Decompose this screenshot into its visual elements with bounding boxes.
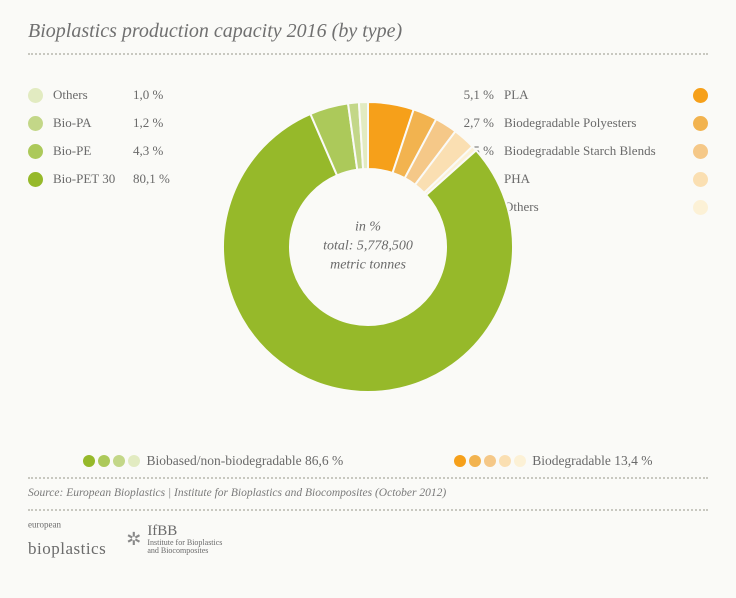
center-line-1: in % <box>303 219 433 238</box>
legend-swatch <box>693 116 708 131</box>
chart-title: Bioplastics production capacity 2016 (by… <box>28 20 708 43</box>
divider-top <box>28 53 708 55</box>
legend-dot <box>128 455 140 467</box>
center-line-2: total: 5,778,500 <box>303 238 433 257</box>
legend-pct: 5,1 % <box>448 87 494 104</box>
legend-label: PHA <box>504 171 683 188</box>
legend-row-biopet30: Bio-PET 30 80,1 % <box>28 171 208 188</box>
legend-dot <box>113 455 125 467</box>
legend-label: Others <box>53 87 123 104</box>
ifbb-main: IfBB <box>147 523 177 539</box>
legend-dot <box>484 455 496 467</box>
legend-swatch <box>28 144 43 159</box>
legend-pct: 1,2 % <box>133 115 179 132</box>
legend-swatch <box>28 172 43 187</box>
legend-row-others_l: Others 1,0 % <box>28 87 208 104</box>
legend-swatch <box>28 116 43 131</box>
legend-label: Bio-PA <box>53 115 123 132</box>
divider-mid <box>28 477 708 479</box>
group-biobased-label: Biobased/non-biodegradable 86,6 % <box>146 453 343 469</box>
legend-label: Bio-PET 30 <box>53 171 123 188</box>
logos-row: european bioplastics ✲ IfBB Institute fo… <box>28 519 708 559</box>
legend-label: Biodegradable Polyesters <box>504 115 683 132</box>
group-biodeg-label: Biodegradable 13,4 % <box>532 453 652 469</box>
legend-pct: 80,1 % <box>133 171 179 188</box>
legend-dot <box>499 455 511 467</box>
legend-dot <box>98 455 110 467</box>
center-line-3: metric tonnes <box>303 257 433 276</box>
logo-bioplastics: european bioplastics <box>28 519 106 559</box>
group-biobased-dots <box>83 455 140 467</box>
group-biodegradable: Biodegradable 13,4 % <box>454 453 652 469</box>
legend-pct: 1,0 % <box>133 87 179 104</box>
legend-label: Biodegradable Starch Blends <box>504 143 683 160</box>
legend-label: PLA <box>504 87 683 104</box>
chart-area: Others 1,0 % Bio-PA 1,2 % Bio-PE 4,3 % Bio-PET… <box>28 67 708 477</box>
legend-dot <box>514 455 526 467</box>
legend-swatch <box>693 172 708 187</box>
legend-swatch <box>28 88 43 103</box>
legend-swatch <box>693 200 708 215</box>
ifbb-sub2: and Biocomposites <box>147 547 222 555</box>
legend-row-biopa: Bio-PA 1,2 % <box>28 115 208 132</box>
legend-dot <box>454 455 466 467</box>
group-legend: Biobased/non-biodegradable 86,6 % Biodeg… <box>28 453 708 469</box>
legend-label: Bio-PE <box>53 143 123 160</box>
donut-chart: in % total: 5,778,500 metric tonnes <box>223 102 513 392</box>
source-text: Source: European Bioplastics | Institute… <box>28 487 708 499</box>
group-biodeg-dots <box>454 455 526 467</box>
donut-center-text: in % total: 5,778,500 metric tonnes <box>303 219 433 276</box>
legend-row-pla: 5,1 % PLA <box>448 87 708 104</box>
group-biobased: Biobased/non-biodegradable 86,6 % <box>83 453 343 469</box>
divider-bottom <box>28 509 708 511</box>
left-legend: Others 1,0 % Bio-PA 1,2 % Bio-PE 4,3 % Bio-PET… <box>28 87 208 199</box>
logo-bp-sup: european <box>28 519 61 529</box>
legend-dot <box>83 455 95 467</box>
legend-pct: 4,3 % <box>133 143 179 160</box>
logo-ifbb: ✲ IfBB Institute for Bioplastics and Bio… <box>126 524 222 555</box>
legend-label: Others <box>504 199 683 216</box>
legend-swatch <box>693 88 708 103</box>
legend-dot <box>469 455 481 467</box>
legend-swatch <box>693 144 708 159</box>
ifbb-icon: ✲ <box>126 529 141 550</box>
logo-bp-main: bioplastics <box>28 539 106 558</box>
legend-row-biope: Bio-PE 4,3 % <box>28 143 208 160</box>
